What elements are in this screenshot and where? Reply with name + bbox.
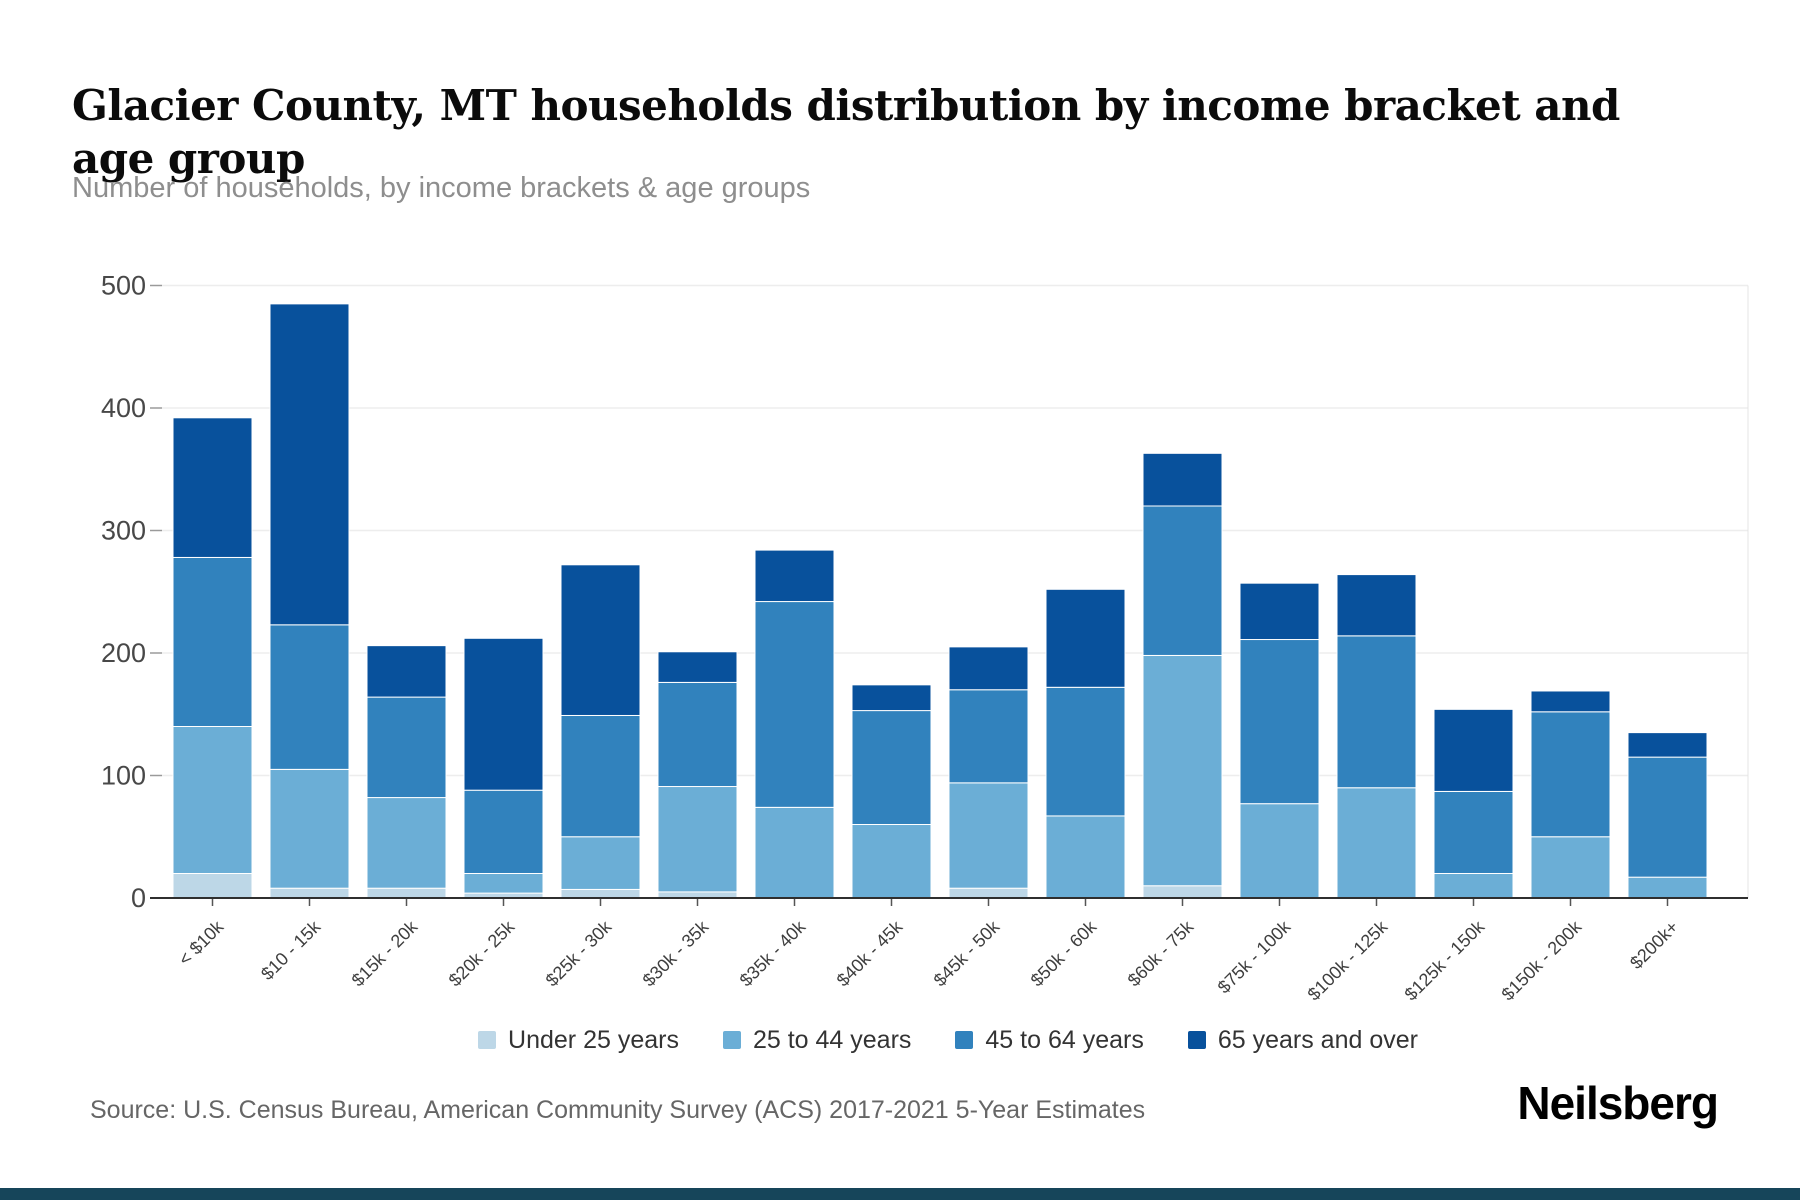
legend-label: 25 to 44 years [752,1025,912,1054]
legend-label: 45 to 64 years [985,1025,1144,1054]
x-category-label: $25k - 30k [542,916,616,990]
x-category-label: $100k - 125k [1304,916,1392,1004]
bar-segment[interactable] [172,417,253,558]
bar-segment[interactable] [754,601,835,808]
bar-segment[interactable] [1433,873,1514,899]
legend-swatch-icon [955,1031,974,1049]
y-tick-label: 200 [101,638,146,668]
bar-segment[interactable] [560,564,641,716]
bar-segment[interactable] [560,836,641,890]
chart-title: Glacier County, MT households distributi… [72,81,1620,184]
legend-item[interactable]: 25 to 44 years [722,1025,912,1055]
x-category-label: $50k - 60k [1027,916,1101,990]
bar-segment[interactable] [754,806,835,899]
bar-segment[interactable] [1433,790,1514,874]
bar-segment[interactable] [1142,654,1223,887]
x-category-label: $20k - 25k [445,916,519,990]
x-category-label: $75k - 100k [1214,916,1295,997]
bar-segment[interactable] [269,303,350,626]
legend-item[interactable]: 45 to 64 years [955,1025,1144,1055]
x-category-label: < $10k [175,916,228,969]
bar-segment[interactable] [657,786,738,893]
bar-segment[interactable] [851,710,932,826]
y-tick-label: 500 [101,271,146,301]
bar-segment[interactable] [1627,756,1708,878]
x-category-label: $150k - 200k [1498,916,1586,1004]
x-category-label: $200k+ [1626,917,1682,973]
bar-segment[interactable] [657,651,738,683]
bar-segment[interactable] [1336,574,1417,637]
bar-segment[interactable] [657,681,738,788]
bar-segment[interactable] [1239,803,1320,899]
bar-segment[interactable] [1627,732,1708,758]
legend-swatch-icon [1187,1031,1206,1049]
bar-segment[interactable] [366,797,447,889]
bar-segment[interactable] [1239,582,1320,641]
legend: Under 25 years 25 to 44 years 45 to 64 yea… [150,1018,1746,1062]
legend-swatch-icon [478,1031,497,1049]
y-tick-label: 400 [101,393,146,423]
legend-label: Under 25 years [508,1025,679,1054]
bar-segment[interactable] [1530,690,1611,713]
bar-segment[interactable] [948,887,1029,899]
stacked-bar-chart: 0 100 200 300 400 500 < $10k $10 - 15k $15k - 20… [101,271,1749,1004]
bar-segment[interactable] [1045,815,1126,899]
x-category-label: $15k - 20k [348,916,422,990]
bar-segment[interactable] [948,689,1029,784]
bar-segment[interactable] [172,873,253,899]
bar-segment[interactable] [948,646,1029,691]
legend-item[interactable]: Under 25 years [478,1026,679,1055]
x-category-label: $60k - 75k [1124,916,1198,990]
bar-segment[interactable] [1239,639,1320,805]
legend-label: 65 years and over [1217,1025,1418,1054]
legend-swatch-icon [722,1031,741,1049]
bar-segment[interactable] [1433,708,1514,792]
bar-segment[interactable] [1336,787,1417,899]
bar-segment[interactable] [463,873,544,894]
bar-segment[interactable] [851,824,932,899]
y-tick-label: 300 [101,516,146,546]
bar-segment[interactable] [948,782,1029,889]
bottom-accent-bar [0,1188,1800,1200]
bar-segment[interactable] [1045,686,1126,817]
bar-segment[interactable] [172,556,253,728]
bar-segment[interactable] [1142,452,1223,507]
bar-segment[interactable] [754,549,835,603]
x-category-label: $40k - 45k [833,916,907,990]
bar-segment[interactable] [463,789,544,875]
x-category-label: $30k - 35k [639,916,713,990]
bar-segment[interactable] [851,684,932,712]
x-category-label: $45k - 50k [930,916,1004,990]
bar-segment[interactable] [560,888,641,899]
y-tick-label: 0 [131,883,146,913]
legend-item[interactable]: 65 years and over [1187,1025,1418,1055]
x-category-label: $125k - 150k [1401,916,1489,1004]
bar-segment[interactable] [560,714,641,838]
bar-segment[interactable] [1336,635,1417,789]
bar-segment[interactable] [366,696,447,799]
bar-segment[interactable] [1045,588,1126,688]
bar-segment[interactable] [366,645,447,698]
bar-segment[interactable] [463,637,544,791]
bar-segment[interactable] [269,887,350,899]
x-category-label: $35k - 40k [736,916,810,990]
bar-segment[interactable] [1142,505,1223,656]
source-attribution: Source: U.S. Census Bureau, American Com… [90,1096,1146,1124]
neilsberg-logo: Neilsberg [1517,1077,1719,1129]
bar-segment[interactable] [366,887,447,899]
bar-segment[interactable] [1142,885,1223,899]
bar-segment[interactable] [269,768,350,889]
bar-segment[interactable] [1530,711,1611,838]
bar-segment[interactable] [1530,836,1611,899]
x-category-label: $10 - 15k [257,916,325,984]
bar-segment[interactable] [1627,876,1708,899]
chart-subtitle: Number of households, by income brackets… [72,172,811,204]
bar-segment[interactable] [172,726,253,874]
y-tick-label: 100 [101,761,146,791]
bar-segment[interactable] [269,624,350,770]
